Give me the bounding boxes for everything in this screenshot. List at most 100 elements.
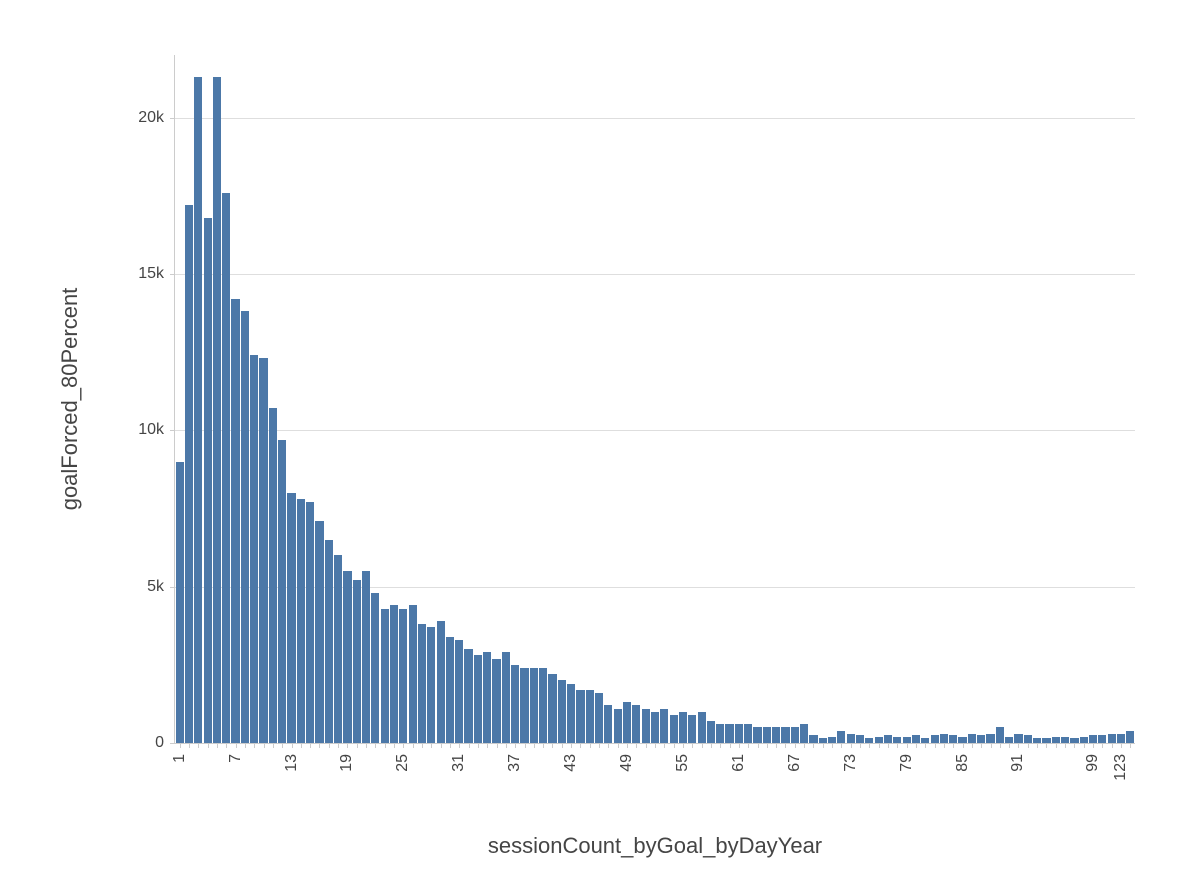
x-tick — [1046, 743, 1047, 748]
x-tick — [888, 743, 889, 748]
x-tick — [599, 743, 600, 748]
bar — [791, 727, 799, 743]
bar — [558, 680, 566, 743]
x-tick — [208, 743, 209, 748]
bar — [1108, 734, 1116, 743]
bar — [986, 734, 994, 743]
x-tick — [972, 743, 973, 748]
x-tick — [236, 743, 237, 748]
bar — [753, 727, 761, 743]
bar — [539, 668, 547, 743]
x-tick — [478, 743, 479, 748]
x-tick — [562, 743, 563, 748]
x-tick — [683, 743, 684, 748]
bar — [530, 668, 538, 743]
bar — [269, 408, 277, 743]
bar — [912, 735, 920, 743]
bar — [744, 724, 752, 743]
bar — [390, 605, 398, 743]
bar — [809, 735, 817, 743]
bar — [996, 727, 1004, 743]
bar — [847, 734, 855, 743]
x-tick — [543, 743, 544, 748]
x-tick-label: 99 — [1084, 754, 1102, 772]
x-tick — [608, 743, 609, 748]
x-tick-label: 7 — [227, 754, 245, 763]
gridline — [175, 274, 1135, 275]
x-tick — [357, 743, 358, 748]
bar — [343, 571, 351, 743]
x-tick-label: 73 — [842, 754, 860, 772]
x-tick — [795, 743, 796, 748]
x-tick — [338, 743, 339, 748]
bar — [334, 555, 342, 743]
x-tick — [441, 743, 442, 748]
x-tick — [776, 743, 777, 748]
x-tick — [841, 743, 842, 748]
x-tick-label: 1 — [171, 754, 189, 763]
bar — [763, 727, 771, 743]
x-tick — [525, 743, 526, 748]
bar — [1014, 734, 1022, 743]
x-tick — [981, 743, 982, 748]
bar — [418, 624, 426, 743]
x-tick — [646, 743, 647, 748]
x-tick — [1037, 743, 1038, 748]
x-tick — [459, 743, 460, 748]
gridline — [175, 118, 1135, 119]
bar — [772, 727, 780, 743]
bar — [660, 709, 668, 743]
x-tick — [1065, 743, 1066, 748]
bar — [231, 299, 239, 743]
x-tick — [292, 743, 293, 748]
bar — [381, 609, 389, 743]
bar — [353, 580, 361, 743]
x-tick — [375, 743, 376, 748]
x-tick — [394, 743, 395, 748]
x-tick-label: 37 — [506, 754, 524, 772]
bar — [464, 649, 472, 743]
bar — [474, 655, 482, 743]
x-tick — [515, 743, 516, 748]
bar — [623, 702, 631, 743]
x-tick — [469, 743, 470, 748]
x-tick — [767, 743, 768, 748]
x-tick-label: 49 — [618, 754, 636, 772]
x-tick — [403, 743, 404, 748]
x-tick — [804, 743, 805, 748]
bar — [595, 693, 603, 743]
bar — [520, 668, 528, 743]
x-tick — [832, 743, 833, 748]
bar — [492, 659, 500, 743]
bar — [511, 665, 519, 743]
x-tick — [702, 743, 703, 748]
bar — [632, 705, 640, 743]
bar — [651, 712, 659, 743]
y-axis-line — [174, 55, 175, 743]
bar — [1098, 735, 1106, 743]
bar — [968, 734, 976, 743]
x-tick-label: 55 — [674, 754, 692, 772]
x-tick — [226, 743, 227, 748]
bar — [176, 462, 184, 743]
gridline — [175, 430, 1135, 431]
x-tick — [534, 743, 535, 748]
x-tick-label: 67 — [786, 754, 804, 772]
bar — [287, 493, 295, 743]
x-tick — [329, 743, 330, 748]
bar — [185, 205, 193, 743]
x-tick — [730, 743, 731, 748]
x-tick — [1018, 743, 1019, 748]
x-tick — [1112, 743, 1113, 748]
x-tick — [1074, 743, 1075, 748]
bar — [567, 684, 575, 743]
x-tick — [739, 743, 740, 748]
bar — [725, 724, 733, 743]
x-tick — [1000, 743, 1001, 748]
x-tick — [310, 743, 311, 748]
x-tick — [748, 743, 749, 748]
bar — [1117, 734, 1125, 743]
bar — [241, 311, 249, 743]
x-tick — [963, 743, 964, 748]
x-tick — [692, 743, 693, 748]
